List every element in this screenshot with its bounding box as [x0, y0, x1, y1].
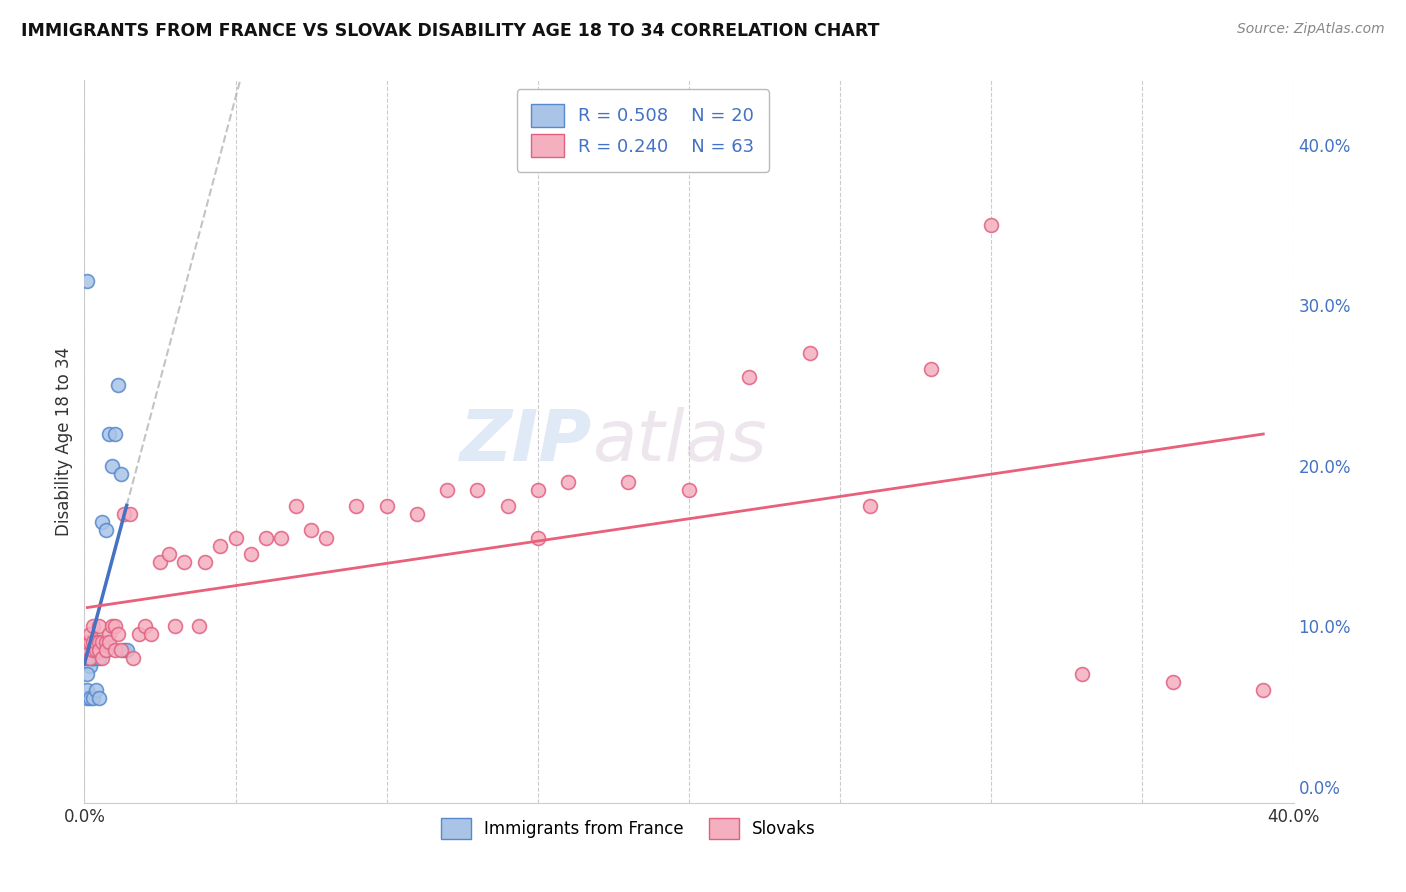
- Point: [118, 507, 141, 521]
- Point: [406, 507, 429, 521]
- Point: [285, 499, 308, 513]
- Point: [128, 627, 150, 641]
- Y-axis label: Disability Age 18 to 34: Disability Age 18 to 34: [55, 347, 73, 536]
- Point: [100, 458, 122, 473]
- Point: [678, 483, 700, 497]
- Point: [617, 475, 640, 489]
- Point: [91, 635, 114, 649]
- Point: [86, 683, 108, 698]
- Point: [82, 635, 104, 649]
- Point: [254, 531, 277, 545]
- Point: [112, 507, 135, 521]
- Point: [134, 619, 156, 633]
- Point: [79, 659, 101, 673]
- Point: [89, 635, 111, 649]
- Point: [346, 499, 368, 513]
- Point: [97, 426, 120, 441]
- Point: [79, 691, 101, 706]
- Point: [94, 643, 117, 657]
- Point: [82, 651, 104, 665]
- Point: [139, 627, 162, 641]
- Point: [115, 643, 138, 657]
- Point: [86, 643, 108, 657]
- Text: IMMIGRANTS FROM FRANCE VS SLOVAK DISABILITY AGE 18 TO 34 CORRELATION CHART: IMMIGRANTS FROM FRANCE VS SLOVAK DISABIL…: [21, 22, 880, 40]
- Point: [527, 531, 550, 545]
- Point: [738, 370, 761, 384]
- Point: [97, 635, 120, 649]
- Point: [209, 539, 232, 553]
- Point: [91, 515, 114, 529]
- Point: [79, 635, 101, 649]
- Point: [104, 643, 127, 657]
- Text: ZIP: ZIP: [460, 407, 592, 476]
- Point: [107, 378, 129, 392]
- Point: [79, 651, 101, 665]
- Point: [97, 627, 120, 641]
- Point: [799, 346, 821, 360]
- Point: [76, 274, 98, 288]
- Point: [94, 635, 117, 649]
- Point: [149, 555, 172, 569]
- Point: [94, 643, 117, 657]
- Point: [980, 218, 1002, 232]
- Point: [89, 651, 111, 665]
- Point: [315, 531, 337, 545]
- Point: [86, 635, 108, 649]
- Point: [239, 547, 262, 561]
- Point: [89, 643, 111, 657]
- Text: Source: ZipAtlas.com: Source: ZipAtlas.com: [1237, 22, 1385, 37]
- Point: [76, 691, 98, 706]
- Point: [91, 651, 114, 665]
- Point: [1071, 667, 1094, 681]
- Point: [89, 691, 111, 706]
- Point: [100, 619, 122, 633]
- Point: [94, 523, 117, 537]
- Point: [557, 475, 579, 489]
- Point: [89, 619, 111, 633]
- Point: [225, 531, 247, 545]
- Point: [859, 499, 882, 513]
- Point: [76, 651, 98, 665]
- Legend: Immigrants from France, Slovaks: Immigrants from France, Slovaks: [427, 805, 830, 852]
- Point: [467, 483, 489, 497]
- Point: [76, 667, 98, 681]
- Point: [104, 619, 127, 633]
- Point: [1253, 683, 1275, 698]
- Point: [76, 635, 98, 649]
- Point: [110, 467, 132, 481]
- Point: [89, 635, 111, 649]
- Point: [173, 555, 195, 569]
- Point: [86, 651, 108, 665]
- Point: [76, 683, 98, 698]
- Text: atlas: atlas: [592, 407, 766, 476]
- Point: [76, 643, 98, 657]
- Point: [165, 619, 187, 633]
- Point: [110, 643, 132, 657]
- Point: [82, 691, 104, 706]
- Point: [496, 499, 519, 513]
- Point: [107, 627, 129, 641]
- Point: [436, 483, 458, 497]
- Point: [79, 651, 101, 665]
- Point: [82, 643, 104, 657]
- Point: [299, 523, 322, 537]
- Point: [920, 362, 942, 376]
- Point: [157, 547, 180, 561]
- Point: [112, 643, 135, 657]
- Point: [527, 483, 550, 497]
- Point: [104, 426, 127, 441]
- Point: [79, 627, 101, 641]
- Point: [86, 643, 108, 657]
- Point: [375, 499, 398, 513]
- Point: [82, 651, 104, 665]
- Point: [194, 555, 217, 569]
- Point: [82, 619, 104, 633]
- Point: [1161, 675, 1184, 690]
- Point: [79, 643, 101, 657]
- Point: [121, 651, 143, 665]
- Point: [188, 619, 211, 633]
- Point: [91, 643, 114, 657]
- Point: [270, 531, 292, 545]
- Point: [79, 635, 101, 649]
